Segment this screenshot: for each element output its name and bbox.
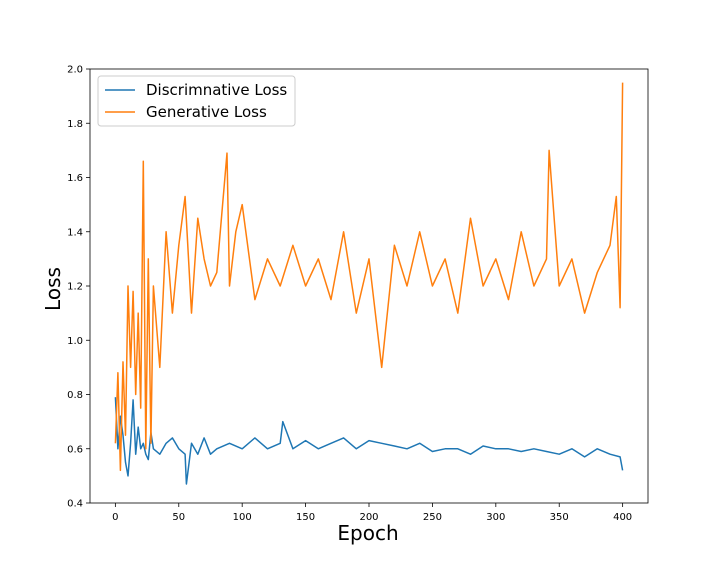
- y-tick-label: 0.4: [67, 499, 83, 510]
- y-axis: 0.4 0.6 0.8 1.0 1.2 1.4 1.6 1.8 2.0: [67, 65, 90, 510]
- x-tick-label: 300: [486, 512, 505, 523]
- y-axis-label: Loss: [41, 267, 65, 311]
- legend-box: [97, 75, 296, 127]
- x-tick-label: 400: [613, 512, 632, 523]
- y-tick-label: 1.8: [67, 119, 83, 130]
- y-tick-label: 2.0: [67, 65, 83, 76]
- y-tick-label: 0.8: [67, 390, 83, 401]
- legend-label: Generative Loss: [146, 103, 267, 121]
- x-tick-label: 350: [550, 512, 569, 523]
- x-tick-label: 250: [423, 512, 442, 523]
- y-tick-label: 1.0: [67, 336, 83, 347]
- legend-label: Discrimnative Loss: [146, 81, 287, 99]
- x-tick-label: 200: [359, 512, 378, 523]
- x-axis-label: Epoch: [337, 521, 398, 545]
- legend: Discrimnative Loss Generative Loss: [97, 75, 296, 127]
- x-tick-label: 150: [296, 512, 315, 523]
- x-tick-label: 0: [112, 512, 118, 523]
- y-tick-label: 1.2: [67, 282, 83, 293]
- x-tick-label: 100: [233, 512, 252, 523]
- x-tick-label: 50: [172, 512, 185, 523]
- series-line-discriminative-loss: [114, 397, 624, 485]
- x-axis: 0 50 100 150 200 250 300 350 400: [112, 503, 632, 523]
- y-tick-label: 1.6: [67, 173, 83, 184]
- y-tick-label: 1.4: [67, 227, 83, 238]
- series-line-generative-loss: [114, 82, 624, 472]
- y-tick-label: 0.6: [67, 444, 83, 455]
